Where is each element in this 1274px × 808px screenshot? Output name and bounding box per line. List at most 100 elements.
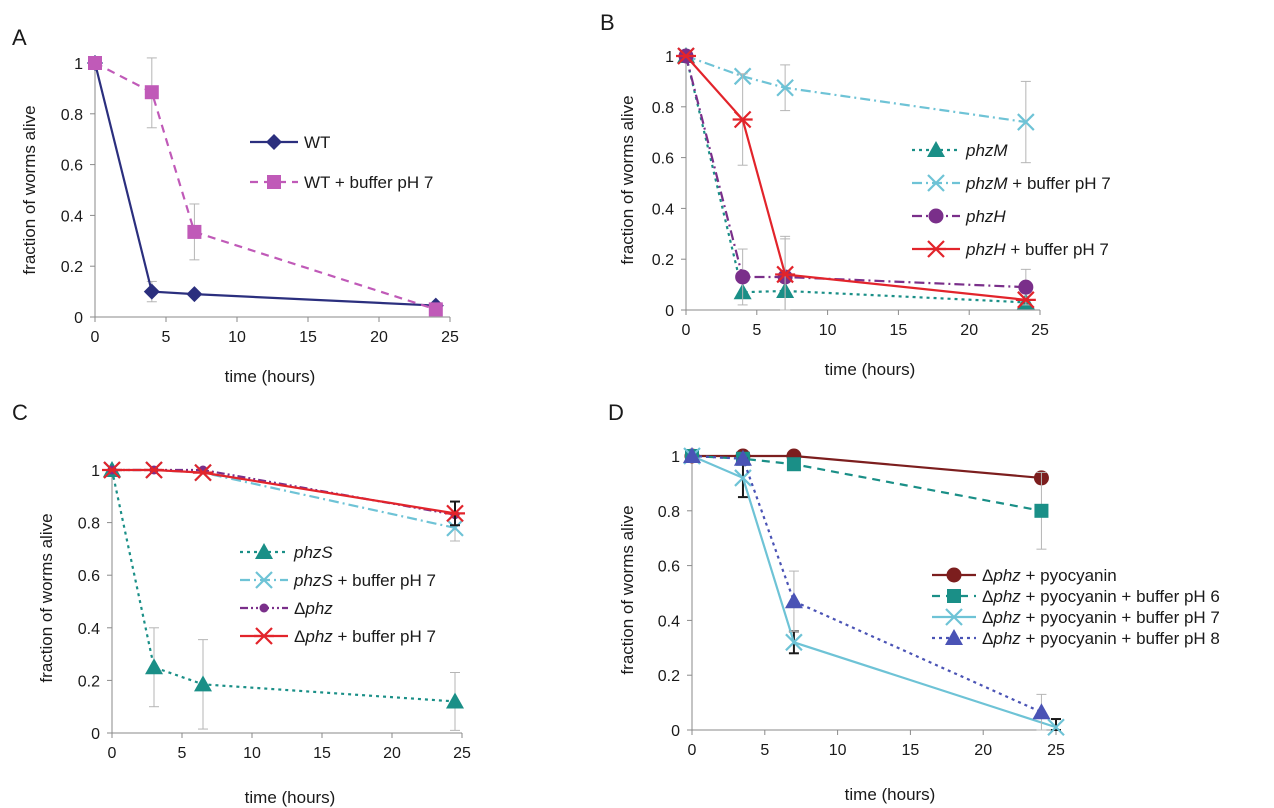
panel-c-x-tick-label: 0: [108, 745, 117, 762]
panel-b-y-tick-label: 1: [665, 49, 674, 66]
panel-c-y-tick-label: 0: [91, 726, 100, 743]
panel-b-series-4-point: [1015, 291, 1036, 309]
panel-c-series-2-legend-label: phzS + buffer pH 7: [293, 571, 436, 590]
panel-d-series-3-point: [785, 633, 803, 652]
panel-d-y-tick-label: 0.8: [658, 504, 680, 521]
panel-a-x-tick-label: 10: [228, 329, 246, 346]
panel-b-x-tick-label: 15: [890, 322, 908, 339]
panel-c-series-1-legend-marker: [255, 543, 273, 559]
panel-b-series-2-legend-label-part: phzM: [965, 174, 1008, 193]
panel-d-series-2-legend-label: Δphz + pyocyanin + buffer pH 6: [982, 587, 1220, 606]
panel-a-y-tick-label: 0.8: [61, 107, 83, 124]
panel-d-series-4-point: [733, 449, 752, 466]
panel-d-series-2-point: [786, 457, 801, 472]
panel-b-series-2-point: [776, 78, 794, 97]
panel-a-y-tick-label: 0.6: [61, 158, 83, 175]
panel-c-series-2-legend-marker: [255, 571, 273, 589]
panel-b-series-1-line: [684, 55, 1026, 304]
panel-d-series-4-legend-label: Δphz + pyocyanin + buffer pH 8: [982, 629, 1220, 648]
panel-b-series-3-point: [735, 269, 751, 285]
panel-a-series-2-point: [187, 224, 202, 239]
panel-b-x-tick-label: 5: [752, 322, 761, 339]
panel-c-series-1-legend-label: phzS: [293, 543, 333, 562]
panel-b-y-tick-label: 0.6: [652, 151, 674, 168]
panel-d-y-tick-label: 0.4: [658, 613, 680, 630]
panel-a-series-2: [88, 56, 443, 317]
panel-d-series-2-point: [1034, 503, 1049, 518]
panel-d-x-tick-label: 5: [760, 742, 769, 759]
panel-c-series-1: [103, 461, 464, 731]
panel-d-series-4-legend-label-part: phz: [992, 629, 1021, 648]
panel-b-x-tick-label: 20: [960, 322, 978, 339]
panel-c-series-4-legend-marker: [254, 627, 274, 645]
panel-b-series-4: [676, 47, 1036, 311]
panel-b-series-2: [677, 47, 1035, 164]
panel-a-y-tick-label: 0.4: [61, 208, 83, 225]
panel-a-x-label: time (hours): [225, 367, 316, 386]
panel-a-series-2-line: [94, 62, 437, 311]
panel-c-y-tick-label: 0.6: [78, 568, 100, 585]
panel-c-series-3-line: [112, 468, 456, 516]
panel-c-y-tick-label: 0.8: [78, 516, 100, 533]
panel-d-letter: D: [608, 400, 624, 425]
panel-d-series-4-point: [784, 592, 803, 609]
panel-c-series-4-point: [102, 461, 122, 479]
panel-c: C 0 5 10 15 20 25 0 0.2 0.4 0.6 0.8 1 time (hours) fra…: [12, 400, 471, 807]
panel-a-series-1-legend-label-part: WT: [304, 133, 330, 152]
panel-c-series-4-line: [112, 468, 456, 515]
panel-b-series-4-point: [775, 265, 796, 284]
panel-a-series-2-point: [144, 85, 159, 100]
panel-b-y-tick-label: 0.4: [652, 201, 674, 218]
panel-c-y-tick-label: 0.4: [78, 621, 100, 638]
panel-c-series-3-legend-label: Δphz: [294, 599, 333, 618]
panel-a-y-tick-label: 1: [74, 56, 83, 73]
panel-b-series-2-legend-marker: [927, 174, 945, 192]
panel-a-x-tick-label: 15: [299, 329, 317, 346]
panel-a-series-2-legend-marker: [267, 175, 281, 189]
panel-d-series-3-legend-label-part: phz: [992, 608, 1021, 627]
panel-d-x-tick-label: 20: [974, 742, 992, 759]
panel-a-y-tick-label: 0.2: [61, 259, 83, 276]
panel-d-x-tick-label: 10: [829, 742, 847, 759]
panel-c-x-tick-label: 15: [313, 745, 331, 762]
panel-a-x-tick-label: 0: [91, 329, 100, 346]
panel-c-y-label: fraction of worms alive: [37, 513, 56, 682]
panel-c-letter: C: [12, 400, 28, 425]
panel-c-series-4-legend-label-part: + buffer pH 7: [333, 627, 436, 646]
panel-c-x-label: time (hours): [245, 788, 336, 807]
panel-c-series-1-point: [446, 692, 464, 709]
panel-b-series-4-legend-marker: [926, 240, 946, 258]
panel-c-series-3-legend-label-part: phz: [304, 599, 333, 618]
panel-d-series-2-legend-label-part: phz: [992, 587, 1021, 606]
panel-b-series-3-legend-label-part: phzH: [965, 207, 1006, 226]
panel-d-y-tick-label: 1: [671, 449, 680, 466]
panel-a-series-1-line: [93, 62, 436, 307]
panel-d-series-3-legend-label: Δphz + pyocyanin + buffer pH 7: [982, 608, 1220, 627]
panel-d-series-4-point: [1032, 703, 1051, 720]
panel-b-x-tick-label: 10: [819, 322, 837, 339]
panel-d-series-1-legend-label-part: phz: [992, 566, 1021, 585]
panel-b-series-2-point: [1017, 113, 1035, 131]
panel-b-x-tick-label: 0: [682, 322, 691, 339]
panel-d-series-4-point: [683, 447, 701, 463]
panel-a-series-1-point: [143, 283, 160, 300]
panel-b-series-1-legend-label-part: phzM: [965, 141, 1008, 160]
panel-b: B 0 5 10 15 20 25 0 0.2 0.4 0.6 0.8 1 time (hours) fra…: [600, 10, 1111, 379]
panel-b-series-4-legend-label-part: + buffer pH 7: [1006, 240, 1109, 259]
panel-d: D 0 5 10 15 20 25 0 0.2 0.4 0.6 0.8 1 time (hours) fra…: [608, 400, 1220, 804]
panel-d-y-tick-label: 0.2: [658, 668, 680, 685]
panel-c-series-3-legend-label-part: Δ: [294, 599, 305, 618]
panel-a-y-tick-label: 0: [74, 310, 83, 327]
panel-b-series-3-legend-marker: [928, 208, 944, 224]
panel-c-series-4-legend-label: Δphz + buffer pH 7: [294, 627, 436, 646]
panel-d-x-tick-label: 25: [1047, 742, 1065, 759]
panel-a-x-tick-label: 20: [370, 329, 388, 346]
panel-d-y-tick-label: 0.6: [658, 559, 680, 576]
panel-b-series-3-point: [1018, 279, 1034, 295]
panel-d-series-3-legend-marker: [945, 608, 963, 626]
panel-d-series-3-legend-label-part: + pyocyanin + buffer pH 7: [1021, 608, 1220, 627]
panel-c-series-4-point: [193, 463, 213, 482]
panel-d-series-1-legend-marker: [946, 567, 962, 583]
panel-d-x-label: time (hours): [845, 785, 936, 804]
